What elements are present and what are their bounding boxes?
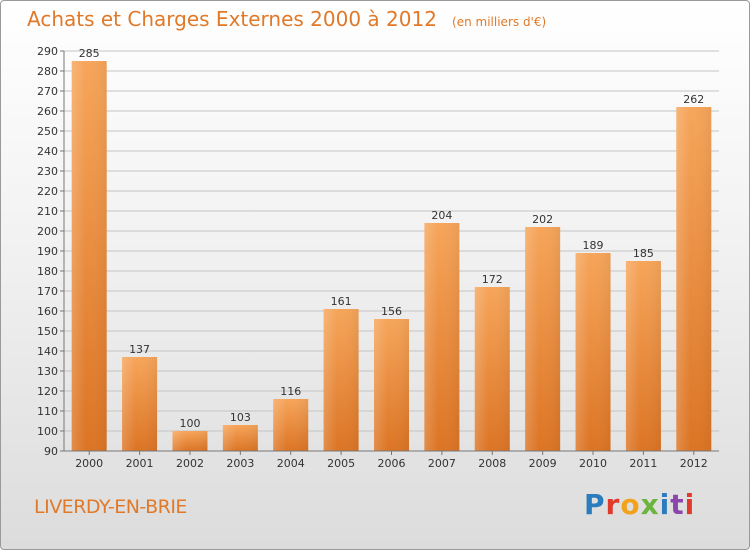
- x-tick-label: 2004: [277, 457, 305, 470]
- x-tick-label: 2000: [75, 457, 103, 470]
- y-tick-label: 130: [37, 365, 58, 378]
- bar-highlight: [122, 357, 158, 451]
- x-tick-label: 2011: [629, 457, 657, 470]
- data-label: 285: [79, 47, 100, 60]
- brand-letter: o: [620, 488, 641, 521]
- data-label: 189: [583, 239, 604, 252]
- brand-letter: x: [640, 488, 660, 521]
- bar-highlight: [625, 261, 661, 451]
- y-tick-label: 250: [37, 125, 58, 138]
- y-tick-label: 290: [37, 45, 58, 58]
- y-tick-label: 140: [37, 345, 58, 358]
- brand-letter: P: [584, 488, 606, 521]
- bar-highlight: [525, 227, 561, 451]
- bar-highlight: [374, 319, 409, 451]
- brand-letter: i: [684, 488, 696, 521]
- city-name: LIVERDY-EN-BRIE: [34, 496, 187, 518]
- data-labels: 285 137 100 103 116 161 156 204 172 202 189 185 262: [79, 47, 705, 430]
- data-label: 116: [280, 385, 301, 398]
- x-tick-label: 2007: [428, 457, 456, 470]
- y-tick-label: 240: [37, 145, 58, 158]
- x-tick-label: 2002: [176, 457, 204, 470]
- y-tick-label: 150: [37, 325, 58, 338]
- x-tick-label: 2009: [529, 457, 557, 470]
- bar-highlight: [575, 253, 611, 451]
- data-label: 100: [179, 417, 200, 430]
- x-tick-label: 2012: [680, 457, 708, 470]
- bar-highlight: [474, 287, 510, 451]
- y-tick-label: 170: [37, 285, 58, 298]
- x-axis-ticks: 2000 2001 2002 2003 2004 2005 2006 2007 2008 2009…: [75, 451, 708, 470]
- bar-highlight: [71, 61, 107, 451]
- data-label: 161: [331, 295, 352, 308]
- y-tick-label: 110: [37, 405, 58, 418]
- x-tick-label: 2003: [226, 457, 254, 470]
- x-tick-label: 2001: [126, 457, 154, 470]
- bar-highlight: [273, 399, 309, 451]
- bar-highlight: [323, 309, 359, 451]
- x-tick-label: 2008: [478, 457, 506, 470]
- data-label: 137: [129, 343, 150, 356]
- y-tick-label: 90: [44, 445, 58, 458]
- y-tick-label: 270: [37, 85, 58, 98]
- x-tick-label: 2010: [579, 457, 607, 470]
- x-tick-label: 2006: [378, 457, 406, 470]
- data-label: 262: [683, 93, 704, 106]
- y-tick-label: 260: [37, 105, 58, 118]
- y-tick-label: 200: [37, 225, 58, 238]
- y-tick-label: 120: [37, 385, 58, 398]
- bar-highlight: [676, 107, 712, 451]
- y-tick-label: 190: [37, 245, 58, 258]
- data-label: 172: [482, 273, 503, 286]
- title-row: Achats et Charges Externes 2000 à 2012 (…: [27, 7, 546, 31]
- bar-highlight: [424, 223, 460, 451]
- y-tick-label: 100: [37, 425, 58, 438]
- data-label: 103: [230, 411, 251, 424]
- brand-logo: Proxiti: [584, 488, 695, 521]
- y-tick-label: 220: [37, 185, 58, 198]
- y-tick-label: 280: [37, 65, 58, 78]
- bar-highlight: [222, 425, 258, 451]
- data-label: 202: [532, 213, 553, 226]
- brand-letter: i: [659, 488, 671, 521]
- bars: [71, 61, 712, 451]
- y-tick-label: 230: [37, 165, 58, 178]
- chart-unit: (en milliers d'€): [452, 15, 547, 29]
- y-tick-label: 160: [37, 305, 58, 318]
- y-axis-ticks: 90 100 110 120 130 140 150 160 170 180 190 200 210 22…: [37, 45, 64, 458]
- data-label: 156: [381, 305, 402, 318]
- brand-letter: r: [605, 488, 621, 521]
- chart-title: Achats et Charges Externes 2000 à 2012: [27, 7, 437, 31]
- data-label: 204: [431, 209, 452, 222]
- y-tick-label: 210: [37, 205, 58, 218]
- x-tick-label: 2005: [327, 457, 355, 470]
- bar-highlight: [172, 431, 208, 451]
- data-label: 185: [633, 247, 654, 260]
- brand-letter: t: [670, 488, 685, 521]
- y-tick-label: 180: [37, 265, 58, 278]
